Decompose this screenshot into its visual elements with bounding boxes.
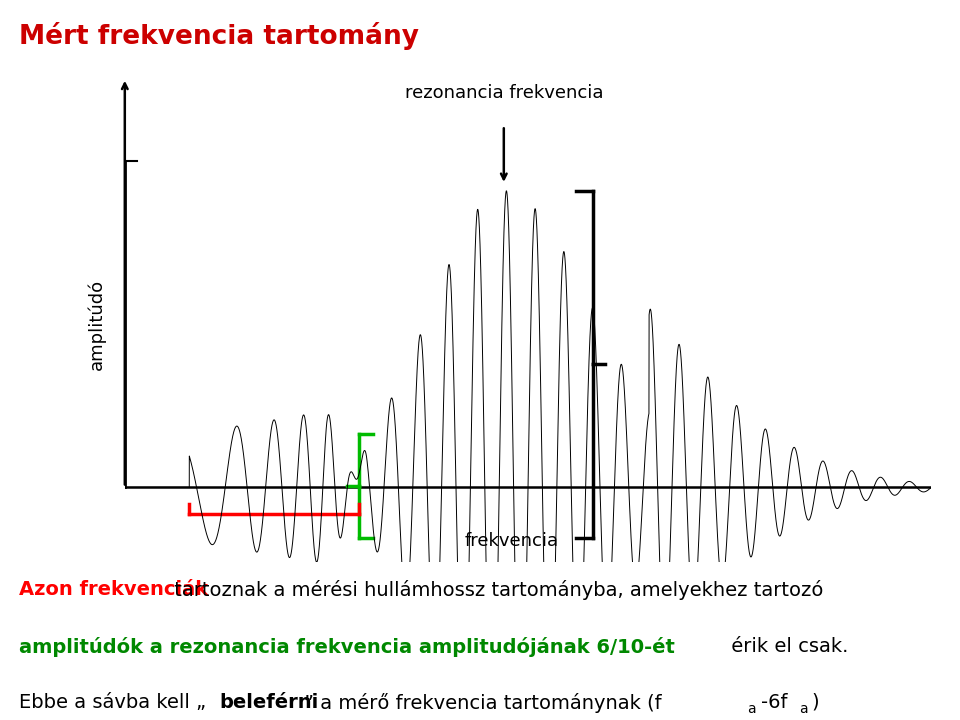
Text: -6f: -6f (761, 693, 788, 711)
Text: Azon frekvenciák: Azon frekvenciák (19, 580, 208, 598)
Text: a: a (747, 702, 756, 716)
Text: frekvencia: frekvencia (465, 532, 559, 550)
Text: ” a mérő frekvencia tartománynak (f: ” a mérő frekvencia tartománynak (f (304, 693, 662, 713)
Text: a: a (799, 702, 807, 716)
Text: Mért frekvencia tartomány: Mért frekvencia tartomány (19, 22, 420, 50)
Text: érik el csak.: érik el csak. (725, 637, 849, 656)
Text: ): ) (811, 693, 819, 711)
Text: amplitúdók a rezonancia frekvencia amplitudójának 6/10-ét: amplitúdók a rezonancia frekvencia ampli… (19, 637, 675, 657)
Text: rezonancia frekvencia: rezonancia frekvencia (404, 84, 603, 102)
Text: Ebbe a sávba kell „: Ebbe a sávba kell „ (19, 693, 206, 711)
Text: amplitúdó: amplitúdó (87, 279, 106, 370)
Text: beleférni: beleférni (219, 693, 318, 711)
Text: tartoznak a mérési hullámhossz tartományba, amelyekhez tartozó: tartoznak a mérési hullámhossz tartomány… (168, 580, 824, 600)
